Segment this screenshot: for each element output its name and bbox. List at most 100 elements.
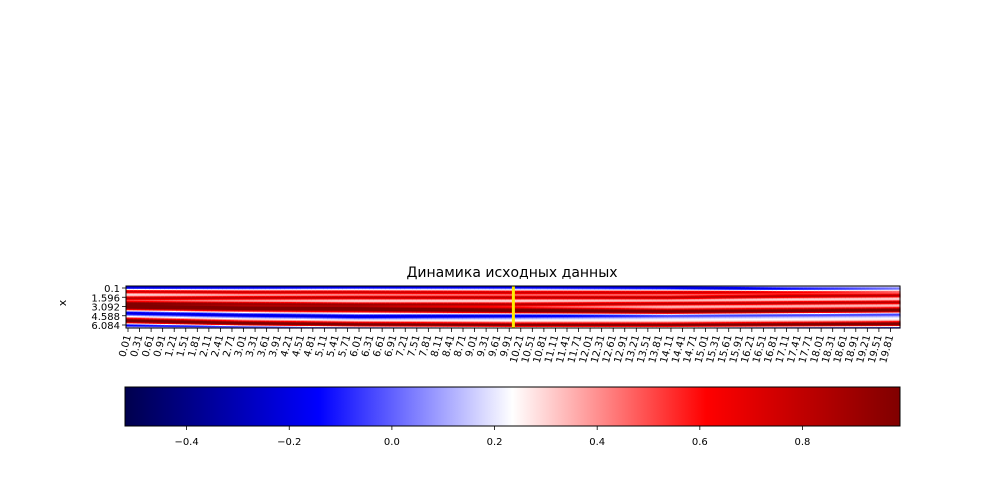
heatmap-cell <box>369 303 375 305</box>
heatmap-cell <box>423 288 429 290</box>
heatmap-cell <box>536 326 541 328</box>
heatmap-cell <box>393 323 398 325</box>
heatmap-cell <box>509 315 514 317</box>
heatmap-cell <box>180 324 185 326</box>
heatmap-cell <box>482 322 487 324</box>
heatmap-cell <box>451 320 456 322</box>
heatmap-cell <box>435 314 441 316</box>
heatmap-cell <box>218 299 224 301</box>
heatmap-cell <box>427 325 433 327</box>
heatmap-cell <box>358 292 363 294</box>
heatmap-cell <box>350 326 355 328</box>
heatmap-cell <box>238 312 243 314</box>
heatmap-cell <box>358 299 363 301</box>
heatmap-cell <box>288 286 294 288</box>
heatmap-cell <box>362 307 367 309</box>
heatmap-cell <box>412 292 417 294</box>
heatmap-cell <box>284 319 290 321</box>
heatmap-cell <box>338 318 344 320</box>
heatmap-cell <box>276 315 282 317</box>
heatmap-cell <box>574 292 580 294</box>
heatmap-cell <box>443 313 448 315</box>
heatmap-cell <box>338 323 344 325</box>
heatmap-cell <box>218 302 224 304</box>
heatmap-cell <box>230 323 235 325</box>
heatmap-cell <box>358 298 363 300</box>
heatmap-cell <box>296 302 301 304</box>
heatmap-cell <box>226 301 232 303</box>
heatmap-cell <box>516 297 522 299</box>
heatmap-cell <box>176 290 181 292</box>
heatmap-cell <box>493 319 499 321</box>
heatmap-cell <box>462 296 468 298</box>
heatmap-cell <box>362 324 367 326</box>
heatmap-cell <box>423 302 429 304</box>
heatmap-cell <box>187 300 193 302</box>
heatmap-cell <box>164 301 170 303</box>
heatmap-cell <box>555 322 561 324</box>
heatmap-cell <box>362 322 367 324</box>
heatmap-cell <box>396 315 402 317</box>
heatmap-cell <box>431 312 437 314</box>
heatmap-cell <box>180 309 185 311</box>
heatmap-cell <box>187 304 193 306</box>
heatmap-cell <box>184 290 189 292</box>
heatmap-cell <box>249 323 255 325</box>
heatmap-cell <box>168 308 174 310</box>
heatmap-cell <box>551 308 557 310</box>
heatmap-cell <box>153 317 158 319</box>
heatmap-cell <box>555 313 561 315</box>
heatmap-cell <box>284 293 290 295</box>
heatmap-cell <box>184 287 189 289</box>
heatmap-cell <box>489 315 495 317</box>
heatmap-cell <box>245 293 251 295</box>
heatmap-cell <box>540 313 545 315</box>
heatmap-cell <box>489 305 495 307</box>
heatmap-cell <box>218 318 224 320</box>
heatmap-cell <box>354 314 359 316</box>
heatmap-cell <box>482 287 487 289</box>
heatmap-cell <box>249 293 255 295</box>
heatmap-cell <box>265 292 270 294</box>
heatmap-cell <box>133 301 139 303</box>
heatmap-cell <box>373 314 379 316</box>
heatmap-cell <box>145 300 150 302</box>
heatmap-cell <box>400 289 406 291</box>
heatmap-cell <box>288 324 294 326</box>
heatmap-cell <box>215 318 220 320</box>
heatmap-cell <box>292 300 297 302</box>
heatmap-cell <box>191 320 197 322</box>
heatmap-cell <box>176 323 181 325</box>
heatmap-cell <box>218 297 224 299</box>
heatmap-cell <box>543 299 549 301</box>
heatmap-cell <box>195 311 201 313</box>
heatmap-cell <box>292 315 297 317</box>
heatmap-cell <box>493 301 499 303</box>
heatmap-cell <box>416 318 421 320</box>
heatmap-cell <box>578 325 584 327</box>
heatmap-cell <box>404 287 410 289</box>
heatmap-cell <box>362 301 367 303</box>
heatmap-cell <box>215 320 220 322</box>
heatmap-cell <box>156 298 162 300</box>
heatmap-cell <box>160 323 166 325</box>
heatmap-cell <box>133 288 139 290</box>
heatmap-cell <box>203 316 208 318</box>
heatmap-cell <box>513 297 518 299</box>
heatmap-cell <box>563 307 568 309</box>
heatmap-cell <box>447 311 452 313</box>
heatmap-cell <box>304 313 309 315</box>
heatmap-cell <box>501 325 506 327</box>
heatmap-cell <box>377 301 383 303</box>
heatmap-cell <box>338 308 344 310</box>
heatmap-cell <box>536 322 541 324</box>
heatmap-cell <box>528 292 533 294</box>
heatmap-cell <box>505 312 510 314</box>
heatmap-cell <box>505 321 510 323</box>
heatmap-cell <box>443 324 448 326</box>
heatmap-cell <box>280 315 286 317</box>
heatmap-cell <box>528 322 533 324</box>
heatmap-cell <box>331 326 336 328</box>
heatmap-cell <box>497 294 502 296</box>
heatmap-cell <box>427 315 433 317</box>
